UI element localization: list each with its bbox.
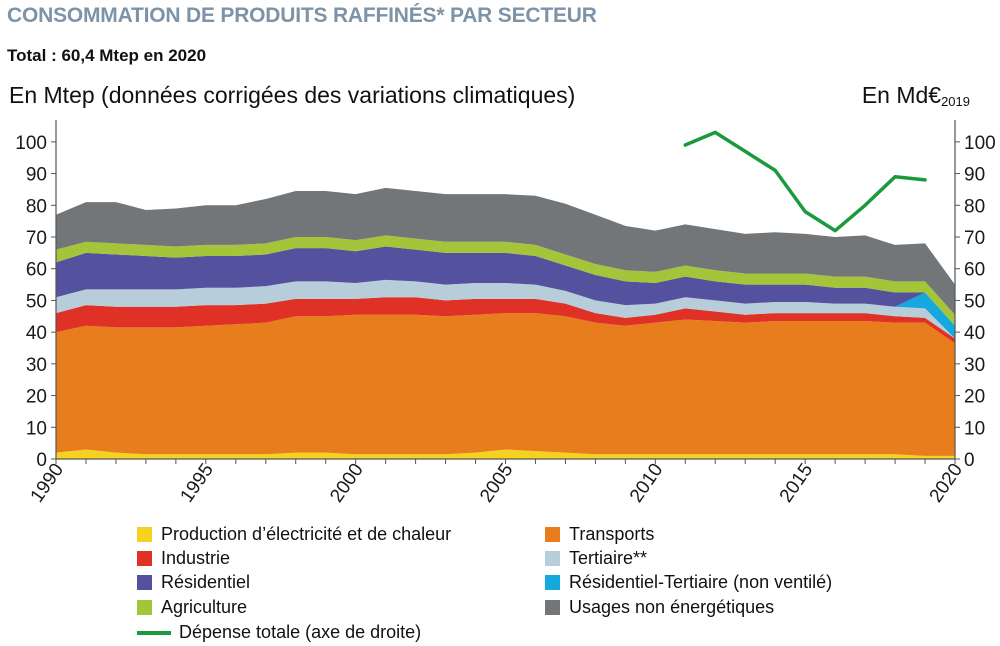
y-tick-label: 20 xyxy=(26,387,47,408)
y-tick-label: 10 xyxy=(26,418,47,439)
y-tick-label: 40 xyxy=(26,323,47,344)
chart-subtitle: Total : 60,4 Mtep en 2020 xyxy=(7,46,207,65)
y-tick-label: 0 xyxy=(36,450,47,471)
y2-tick-label: 30 xyxy=(964,355,985,376)
y2-tick-label: 50 xyxy=(964,291,985,312)
area-series-0 xyxy=(56,449,955,459)
area-series-1 xyxy=(56,313,955,456)
y2-tick-label: 10 xyxy=(964,418,985,439)
y2-tick-label: 60 xyxy=(964,260,985,281)
y2-tick-label: 80 xyxy=(964,196,985,217)
line-series-depense xyxy=(683,130,927,233)
x-tick-label: 2020 xyxy=(926,460,967,507)
area-series-5 xyxy=(56,246,955,326)
x-tick-label: 2010 xyxy=(626,460,667,507)
chart-title: CONSOMMATION DE PRODUITS RAFFINÉS* PAR S… xyxy=(7,4,597,27)
right-axis-label: En Md€2019 xyxy=(861,82,970,109)
y-tick-label: 30 xyxy=(26,355,47,376)
area-series-7 xyxy=(56,187,955,315)
y2-tick-label: 100 xyxy=(964,133,996,154)
y-tick-label: 70 xyxy=(26,228,47,249)
y-tick-label: 50 xyxy=(26,291,47,312)
x-tick-label: 1995 xyxy=(176,460,217,507)
y2-tick-label: 20 xyxy=(964,387,985,408)
area-series-2 xyxy=(56,297,955,344)
x-tick-label: 2005 xyxy=(476,460,517,507)
x-tick-label: 1990 xyxy=(27,460,68,507)
y-tick-label: 100 xyxy=(15,133,47,154)
y2-tick-label: 70 xyxy=(964,228,985,249)
y2-tick-label: 90 xyxy=(964,165,985,186)
x-tick-label: 2000 xyxy=(326,460,367,507)
x-tick-label: 2015 xyxy=(776,460,817,507)
y2-tick-label: 40 xyxy=(964,323,985,344)
area-series-3 xyxy=(56,279,955,339)
y-tick-label: 90 xyxy=(26,165,47,186)
left-axis-label: En Mtep (données corrigées des variation… xyxy=(9,82,576,108)
y-tick-label: 60 xyxy=(26,260,47,281)
right-axis-label-sub: 2019 xyxy=(941,94,970,109)
area-series-6 xyxy=(56,235,955,326)
y-tick-label: 80 xyxy=(26,196,47,217)
y2-tick-label: 0 xyxy=(964,450,975,471)
